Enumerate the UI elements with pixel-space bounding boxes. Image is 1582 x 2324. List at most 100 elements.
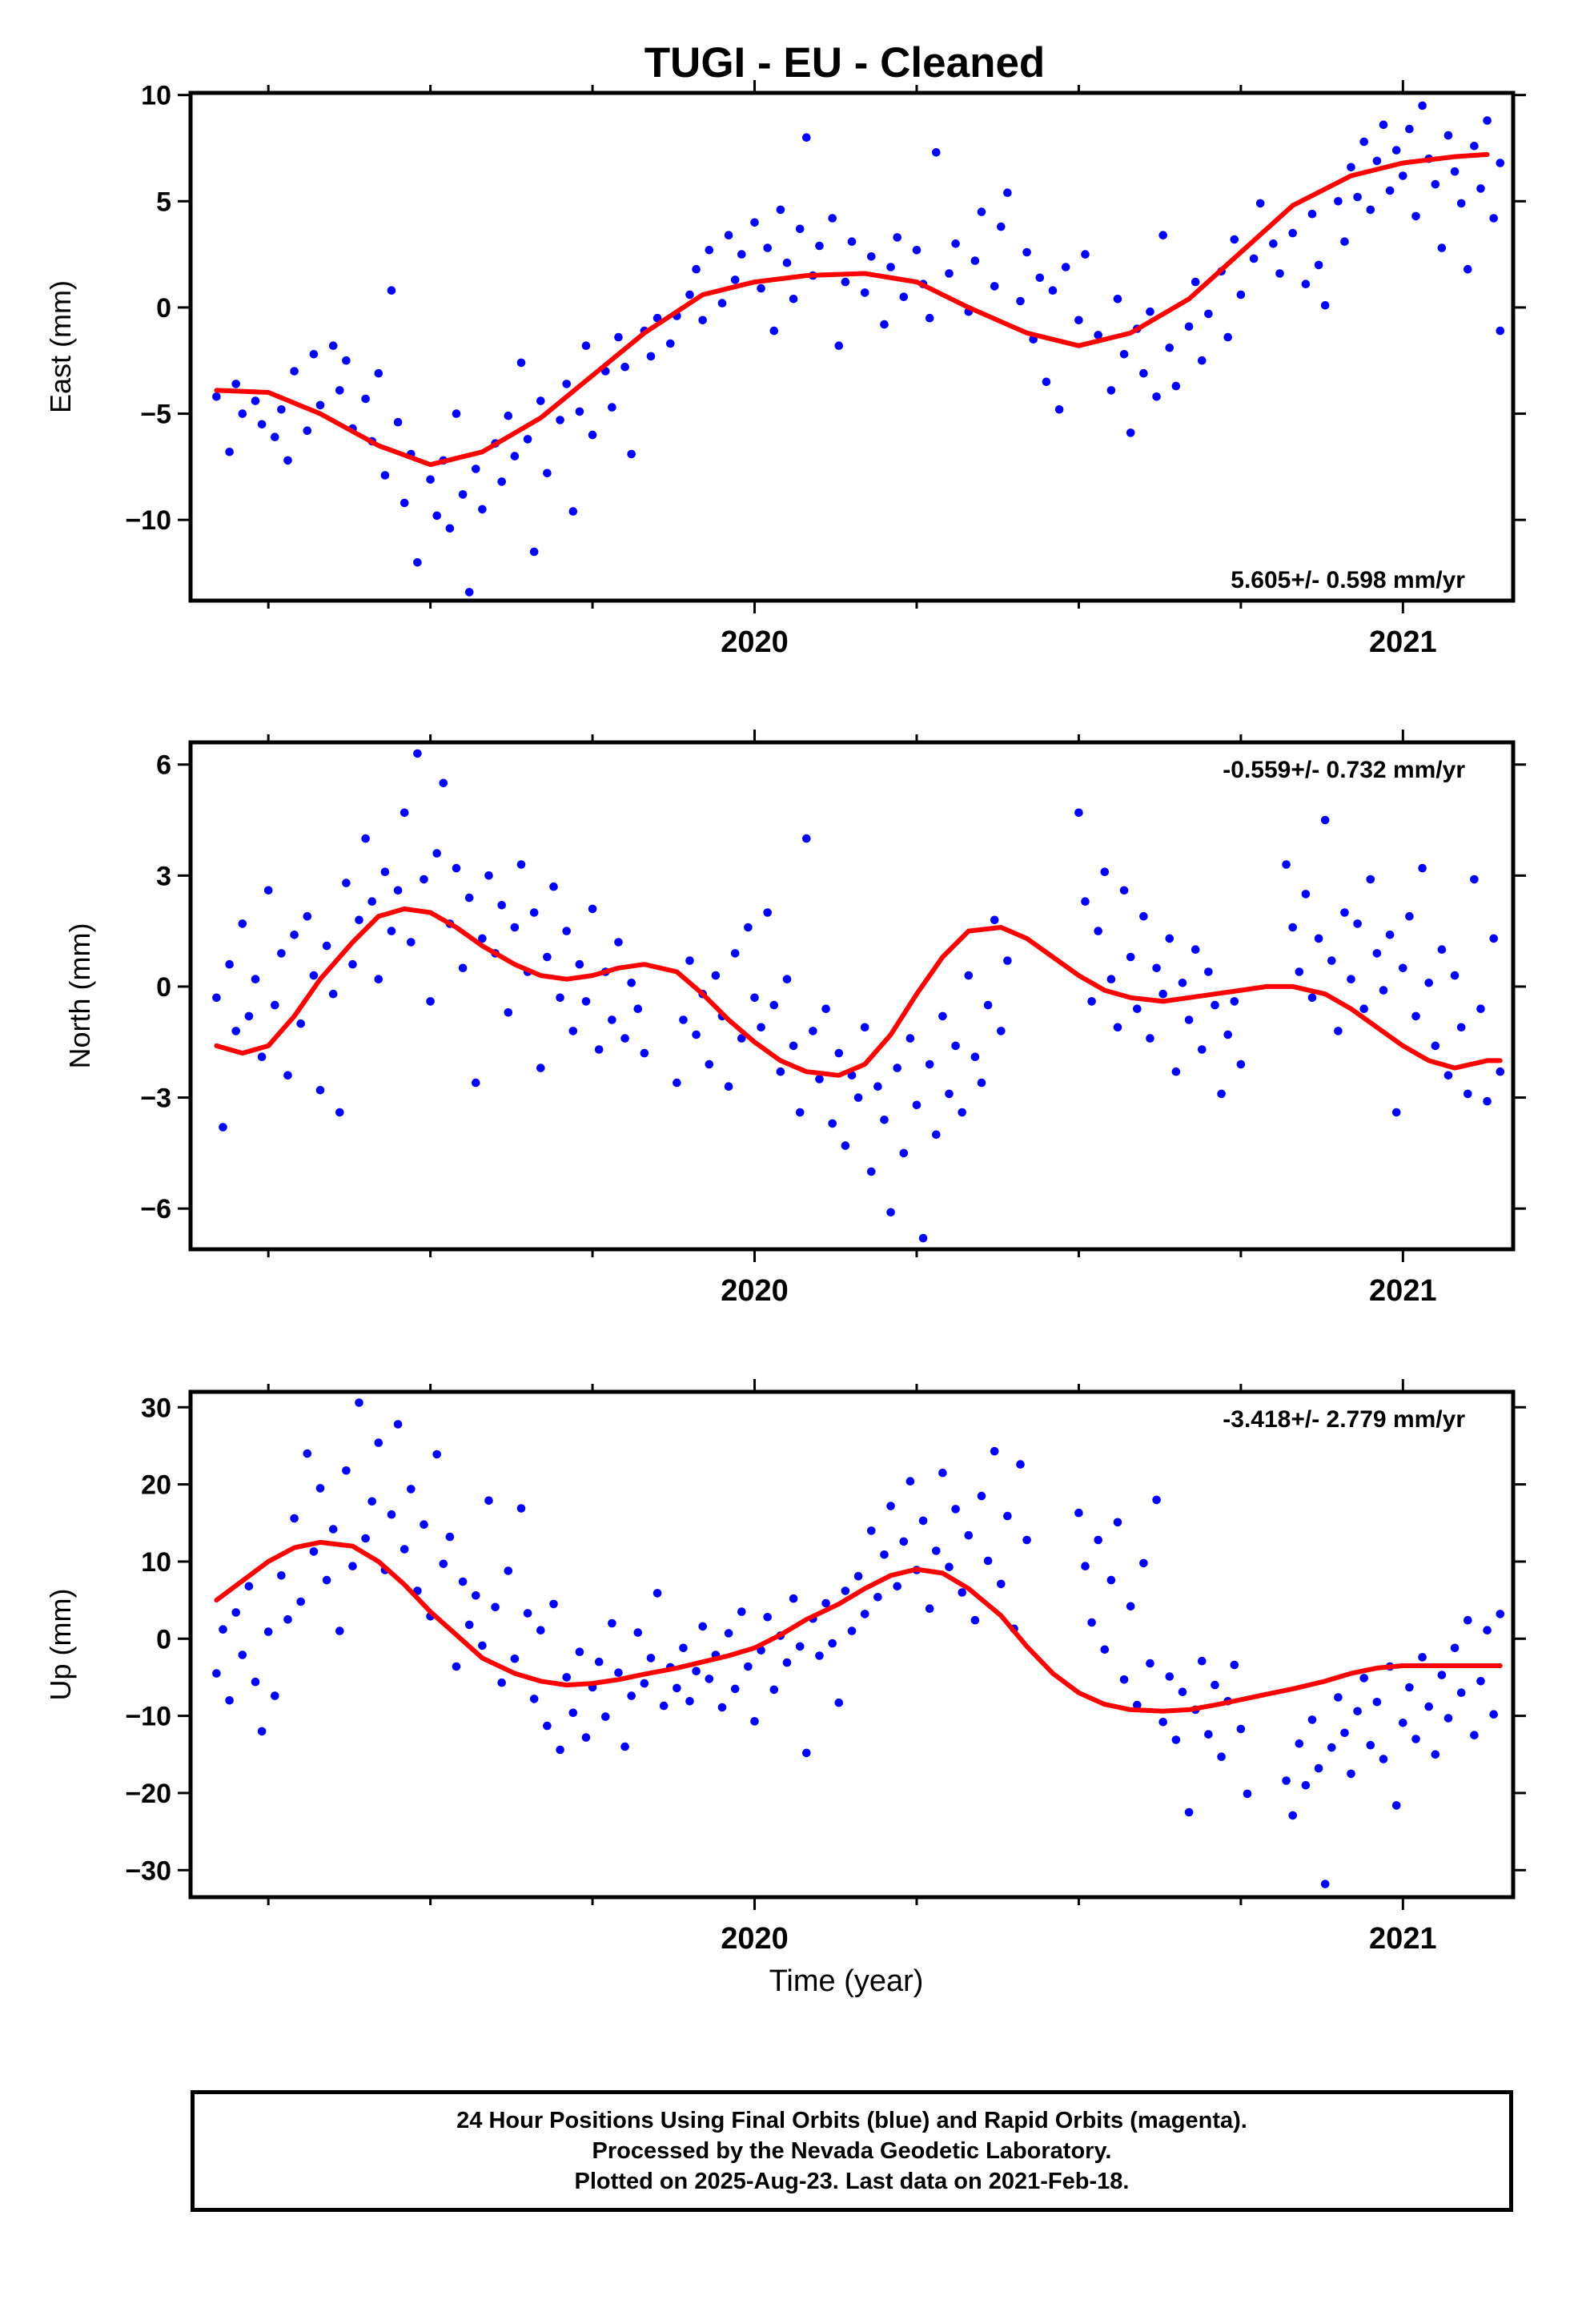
- north-data-point: [1211, 1000, 1219, 1010]
- east-data-point: [1314, 260, 1323, 270]
- north-data-point: [776, 1067, 785, 1076]
- north-data-point: [1418, 863, 1427, 873]
- up-data-point: [1100, 1645, 1110, 1655]
- north-data-point: [516, 860, 526, 869]
- east-data-point: [212, 392, 221, 401]
- up-data-point: [880, 1550, 889, 1559]
- east-data-point: [620, 362, 629, 372]
- east-data-point: [1054, 405, 1064, 414]
- footer-line-3: Plotted on 2025-Aug-23. Last data on 202…: [574, 2169, 1130, 2194]
- up-data-point: [1295, 1739, 1304, 1748]
- north-data-point: [348, 959, 357, 969]
- up-y-tick-label: 30: [141, 1393, 171, 1423]
- east-frame: [188, 90, 1516, 603]
- east-data-point: [1223, 332, 1232, 342]
- east-data-point: [1320, 301, 1330, 310]
- north-data-point: [472, 1078, 480, 1088]
- east-data-point: [932, 148, 941, 157]
- north-data-point: [543, 952, 552, 962]
- north-data-point: [782, 975, 792, 983]
- north-data-point: [1307, 993, 1317, 1003]
- east-data-point: [886, 263, 895, 271]
- x-axis-label: Time (year): [769, 1964, 924, 1998]
- up-data-point: [905, 1477, 915, 1486]
- north-data-point: [263, 886, 273, 895]
- up-data-point: [853, 1571, 863, 1581]
- up-data-point: [568, 1708, 578, 1718]
- up-data-point: [1470, 1731, 1479, 1739]
- north-data-point: [795, 1108, 805, 1117]
- north-frame: [188, 740, 1516, 1252]
- up-data-point: [997, 1579, 1006, 1589]
- east-data-point: [581, 341, 591, 351]
- east-data-point: [880, 320, 889, 329]
- east-data-point: [1191, 277, 1200, 287]
- footer-line-1: 24 Hour Positions Using Final Orbits (bl…: [456, 2108, 1247, 2133]
- north-data-point: [1385, 931, 1395, 939]
- east-data-point: [257, 420, 267, 429]
- up-data-point: [1411, 1735, 1420, 1743]
- north-data-point: [1379, 986, 1388, 995]
- north-data-point: [789, 1041, 798, 1051]
- north-data-point: [1204, 967, 1213, 976]
- north-data-point: [1443, 1071, 1453, 1080]
- north-data-point: [711, 971, 721, 980]
- up-data-point: [452, 1662, 461, 1671]
- north-data-point: [594, 1045, 604, 1054]
- north-data-point: [1165, 934, 1174, 943]
- north-data-point: [1146, 1034, 1154, 1043]
- north-data-point: [1314, 934, 1323, 943]
- north-data-point: [724, 1082, 733, 1091]
- up-data-point: [945, 1562, 954, 1571]
- east-data-point: [251, 396, 260, 405]
- up-data-point: [219, 1625, 227, 1634]
- up-data-point: [1353, 1707, 1362, 1716]
- east-data-point: [802, 133, 811, 142]
- east-data-point: [1470, 142, 1479, 151]
- up-data-point: [737, 1607, 746, 1616]
- north-data-point: [458, 963, 468, 973]
- up-data-point: [575, 1647, 584, 1656]
- north-data-point: [1411, 1011, 1420, 1021]
- east-data-point: [575, 407, 584, 416]
- east-data-point: [458, 490, 468, 499]
- up-data-point: [724, 1629, 733, 1638]
- up-x-tick-label: 2020: [721, 1922, 789, 1956]
- north-data-point: [1100, 867, 1110, 876]
- north-data-point: [1119, 886, 1129, 895]
- north-data-point: [1476, 1004, 1485, 1013]
- up-data-point: [562, 1673, 571, 1682]
- north-data-point: [581, 997, 591, 1006]
- north-data-point: [1372, 949, 1382, 958]
- up-data-point: [355, 1398, 363, 1407]
- east-data-point: [1249, 254, 1259, 263]
- east-data-point: [387, 286, 396, 296]
- east-data-point: [1230, 235, 1239, 244]
- north-rate-label: -0.559+/- 0.732 mm/yr: [1223, 757, 1465, 783]
- north-data-point: [905, 1034, 915, 1043]
- east-data-point: [1456, 199, 1466, 208]
- up-data-point: [899, 1537, 909, 1546]
- up-data-point: [614, 1668, 623, 1677]
- up-data-point: [1334, 1693, 1343, 1702]
- north-y-tick-label: 0: [156, 972, 171, 1003]
- up-data-point: [1418, 1653, 1427, 1662]
- north-data-point: [1456, 1023, 1466, 1032]
- up-data-point: [633, 1628, 643, 1637]
- east-data-point: [562, 380, 571, 388]
- east-data-point: [1198, 356, 1207, 365]
- up-data-point: [271, 1691, 279, 1700]
- north-y-tick-label: 3: [156, 861, 171, 891]
- north-data-point: [1126, 952, 1135, 962]
- up-data-point: [594, 1657, 604, 1667]
- footer-box: 24 Hour Positions Using Final Orbits (bl…: [191, 2090, 1513, 2212]
- up-data-point: [1288, 1811, 1297, 1820]
- up-data-point: [750, 1717, 759, 1726]
- east-data-point: [271, 432, 279, 441]
- east-data-point: [1042, 377, 1051, 387]
- up-data-point: [244, 1582, 254, 1591]
- up-data-point: [510, 1655, 520, 1663]
- north-data-point: [1391, 1108, 1401, 1117]
- up-data-point: [802, 1748, 811, 1758]
- up-y-tick-label: 10: [141, 1547, 171, 1578]
